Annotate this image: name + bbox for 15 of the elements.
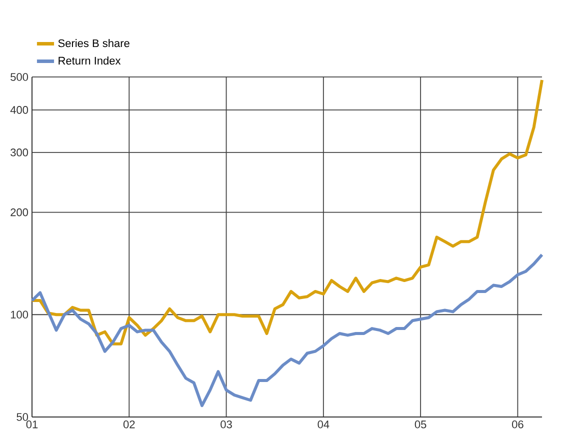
y-tick-label: 300 bbox=[10, 148, 28, 156]
legend-label: Return Index bbox=[58, 56, 121, 65]
legend-label: Series B share bbox=[58, 39, 130, 48]
y-tick-label: 400 bbox=[10, 106, 28, 114]
x-tick-label: 02 bbox=[123, 420, 135, 428]
line-series bbox=[30, 253, 544, 408]
x-tick-label: 05 bbox=[414, 420, 426, 428]
x-tick-label: 04 bbox=[318, 420, 330, 428]
x-tick-label: 03 bbox=[220, 420, 232, 428]
y-tick-label: 200 bbox=[10, 208, 28, 216]
x-tick-label: 06 bbox=[512, 420, 524, 428]
y-tick-label: 50 bbox=[16, 413, 28, 421]
y-tick-label: 100 bbox=[10, 310, 28, 319]
y-tick-label: 500 bbox=[10, 73, 28, 81]
x-tick-label: 01 bbox=[26, 420, 38, 428]
